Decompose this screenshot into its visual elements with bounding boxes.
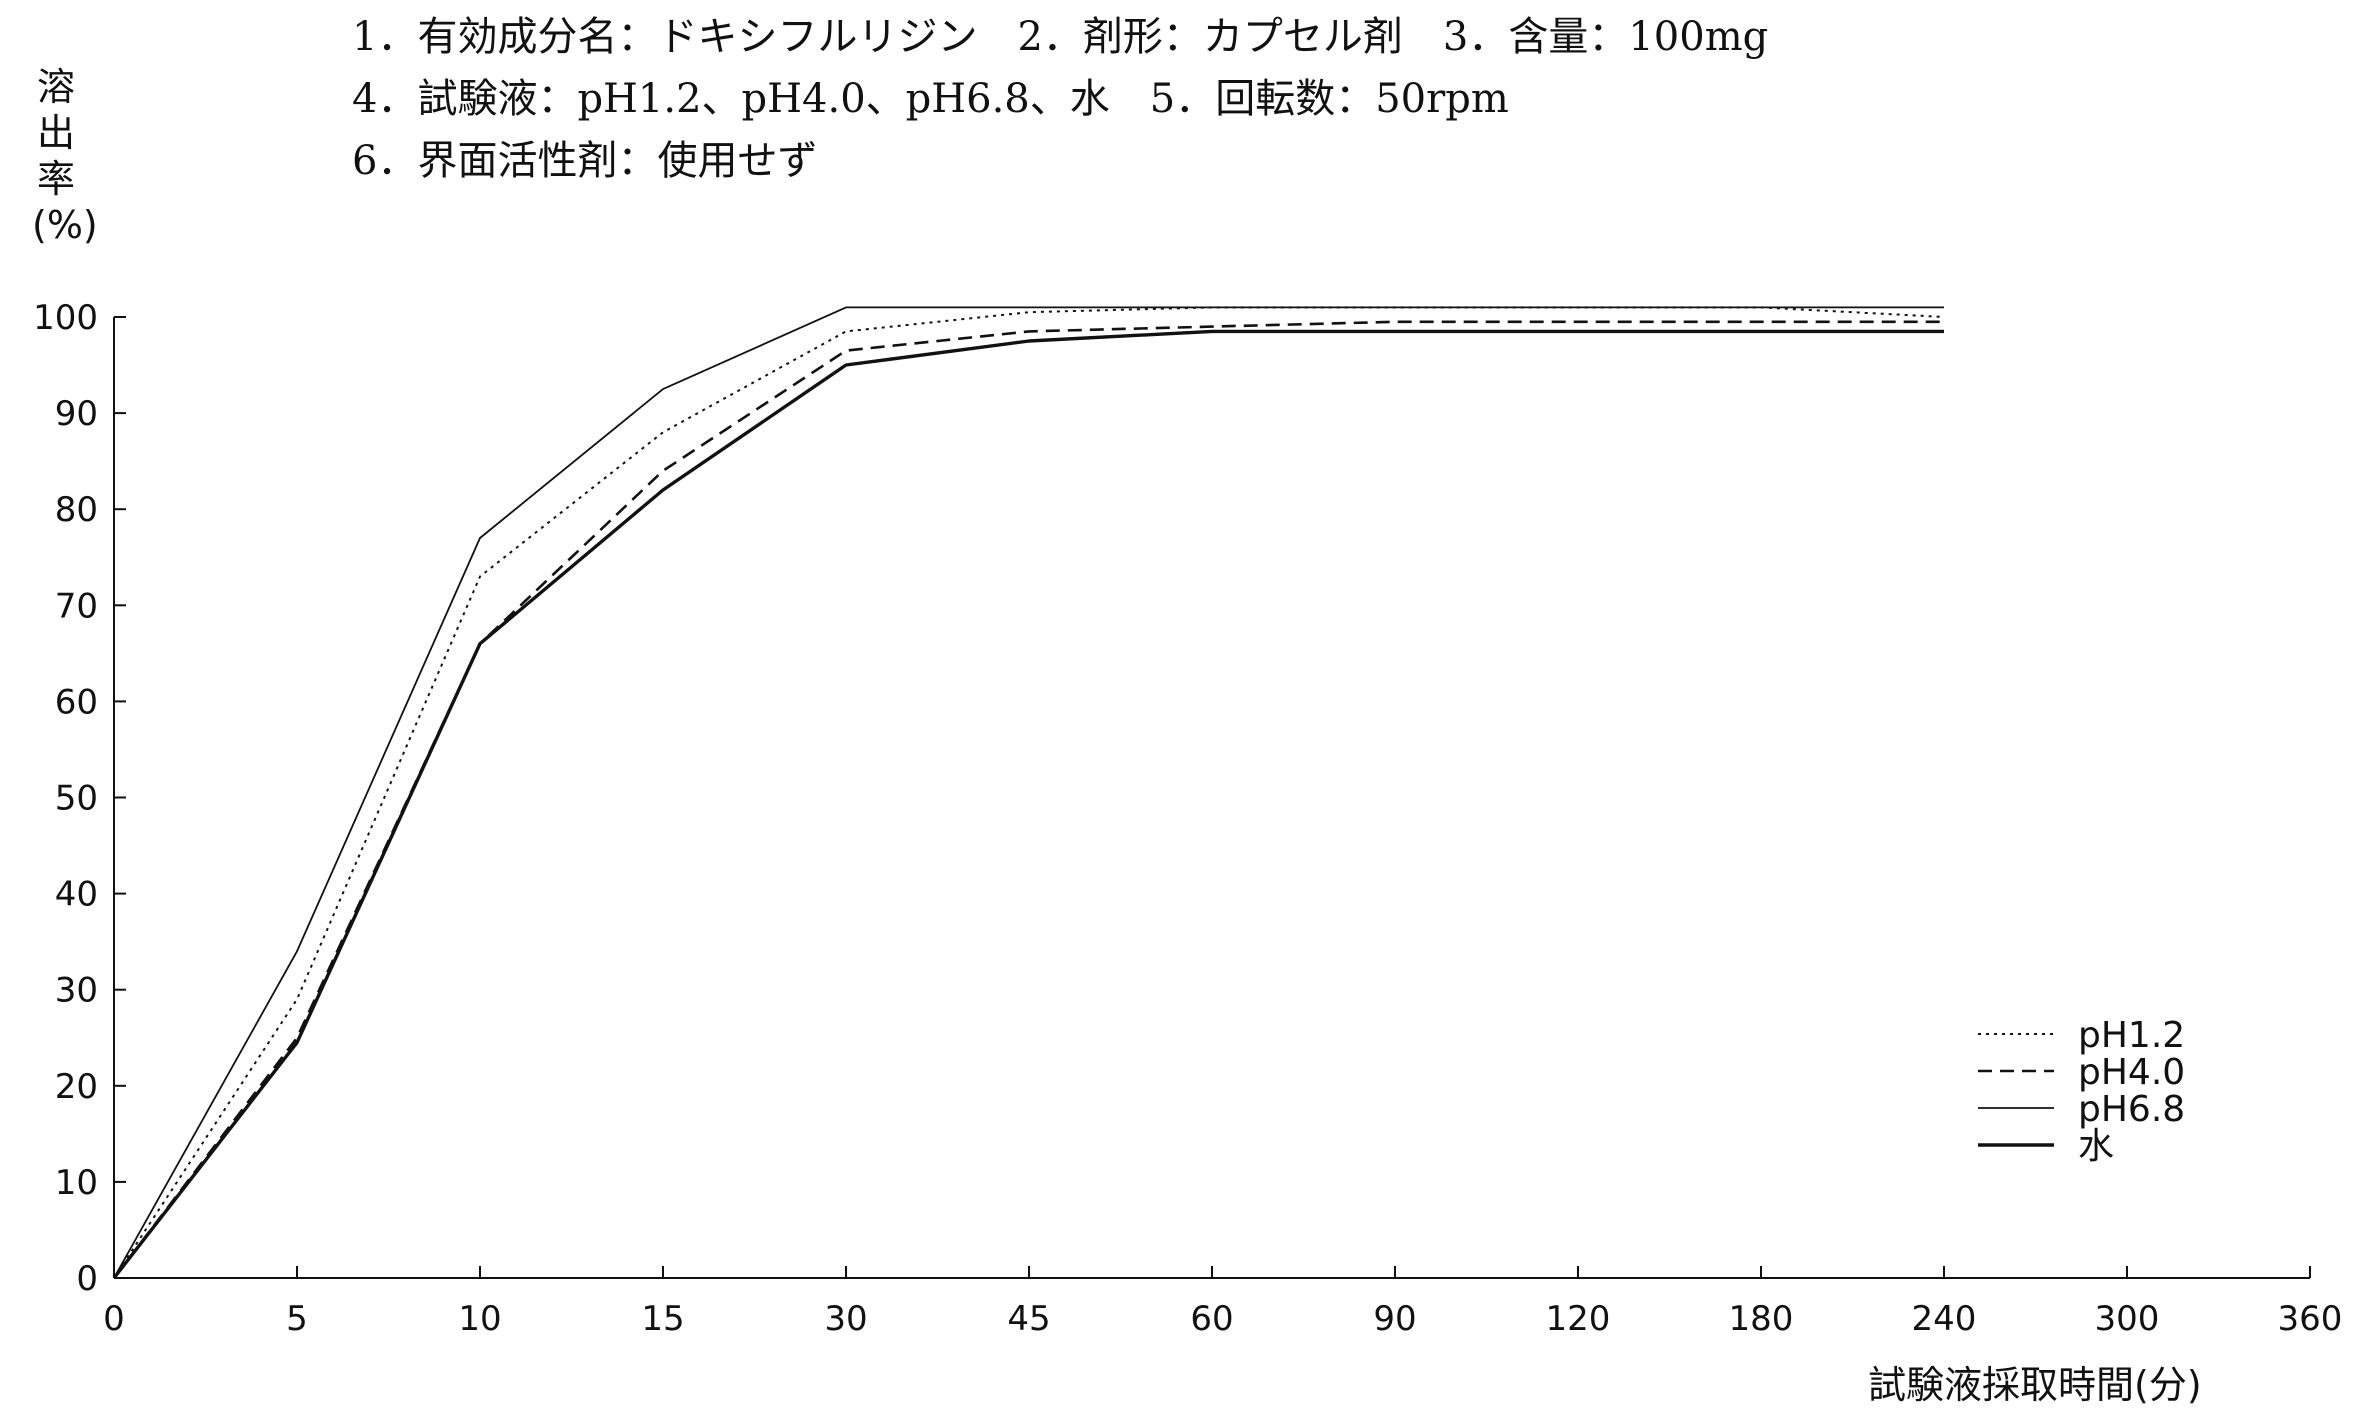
y-tick-label: 10 [55, 1163, 98, 1203]
y-tick: 20 [55, 1067, 98, 1107]
y-tick: 50 [55, 779, 98, 819]
x-tick: 120 [1546, 1299, 1611, 1339]
y-axis-label-char: 出 [36, 111, 75, 155]
y-tick: 80 [55, 490, 98, 530]
x-tick: 60 [1190, 1299, 1233, 1339]
y-tick: 10 [55, 1163, 98, 1203]
y-tick: 60 [55, 682, 98, 722]
x-tick-label: 240 [1912, 1299, 1977, 1339]
y-tick-label: 100 [33, 298, 98, 338]
series-line-水 [112, 329, 1944, 1280]
x-tick: 30 [824, 1299, 867, 1339]
y-tick: 100 [33, 298, 98, 338]
x-tick-label: 120 [1546, 1299, 1611, 1339]
legend-label: pH4.0 [2078, 1052, 2185, 1093]
legend-label: pH1.2 [2078, 1015, 2185, 1056]
x-tick: 90 [1373, 1299, 1416, 1339]
x-tick: 15 [641, 1299, 684, 1339]
y-axis-label-char: 率 [36, 157, 75, 201]
x-tick-label: 10 [458, 1299, 501, 1339]
x-tick-label: 45 [1007, 1299, 1050, 1339]
y-tick-label: 20 [55, 1067, 98, 1107]
series-lines [112, 306, 1945, 1280]
x-tick-label: 5 [286, 1299, 308, 1339]
header-line-2: 4．試験液：pH1.2、pH4.0、pH6.8、水 5．回転数：50rpm [352, 76, 1509, 122]
x-tick: 180 [1729, 1299, 1794, 1339]
x-tick: 300 [2095, 1299, 2160, 1339]
x-tick: 0 [103, 1299, 125, 1339]
y-tick-label: 70 [55, 586, 98, 626]
x-tick: 240 [1912, 1299, 1977, 1339]
y-tick: 30 [55, 971, 98, 1011]
x-tick: 45 [1007, 1299, 1050, 1339]
x-tick-label: 300 [2095, 1299, 2160, 1339]
x-tick-label: 360 [2278, 1299, 2343, 1339]
y-tick-label: 80 [55, 490, 98, 530]
x-tick-label: 30 [824, 1299, 867, 1339]
x-axis-label: 試験液採取時間(分) [1868, 1363, 2202, 1407]
y-axis-label-char: 溶 [36, 65, 75, 109]
y-tick: 0 [76, 1259, 98, 1299]
series-line-pH6.8 [113, 306, 1944, 1279]
y-tick-label: 50 [55, 779, 98, 819]
x-tick-label: 15 [641, 1299, 684, 1339]
y-tick-label: 90 [55, 394, 98, 434]
chart-header: 1．有効成分名：ドキシフルリジン 2．剤形：カプセル剤 3．含量：100mg 4… [352, 6, 1768, 192]
y-tick-label: 40 [55, 875, 98, 915]
y-tick: 70 [55, 586, 98, 626]
x-tick-label: 60 [1190, 1299, 1233, 1339]
x-tick-label: 180 [1729, 1299, 1794, 1339]
x-tick: 5 [286, 1299, 308, 1339]
y-tick-label: 0 [76, 1259, 98, 1299]
y-tick: 90 [55, 394, 98, 434]
x-tick: 10 [458, 1299, 501, 1339]
x-tick-label: 90 [1373, 1299, 1416, 1339]
legend-label: pH6.8 [2078, 1089, 2185, 1130]
series-line-pH4.0 [112, 320, 1944, 1279]
header-line-1: 1．有効成分名：ドキシフルリジン 2．剤形：カプセル剤 3．含量：100mg [352, 14, 1769, 60]
axes: 0 10 20 30 40 50 60 70 80 90 100 0 5 10 15 30 45 60 90 120 1… [33, 298, 2342, 1339]
x-tick: 360 [2278, 1299, 2343, 1339]
x-tick-label: 0 [103, 1299, 125, 1339]
y-tick: 40 [55, 875, 98, 915]
y-tick-label: 30 [55, 971, 98, 1011]
y-tick-label: 60 [55, 682, 98, 722]
header-line-3: 6．界面活性剤：使用せず [352, 138, 818, 184]
legend-label: 水 [2078, 1126, 2114, 1167]
series-line-pH1.2 [113, 306, 1945, 1279]
